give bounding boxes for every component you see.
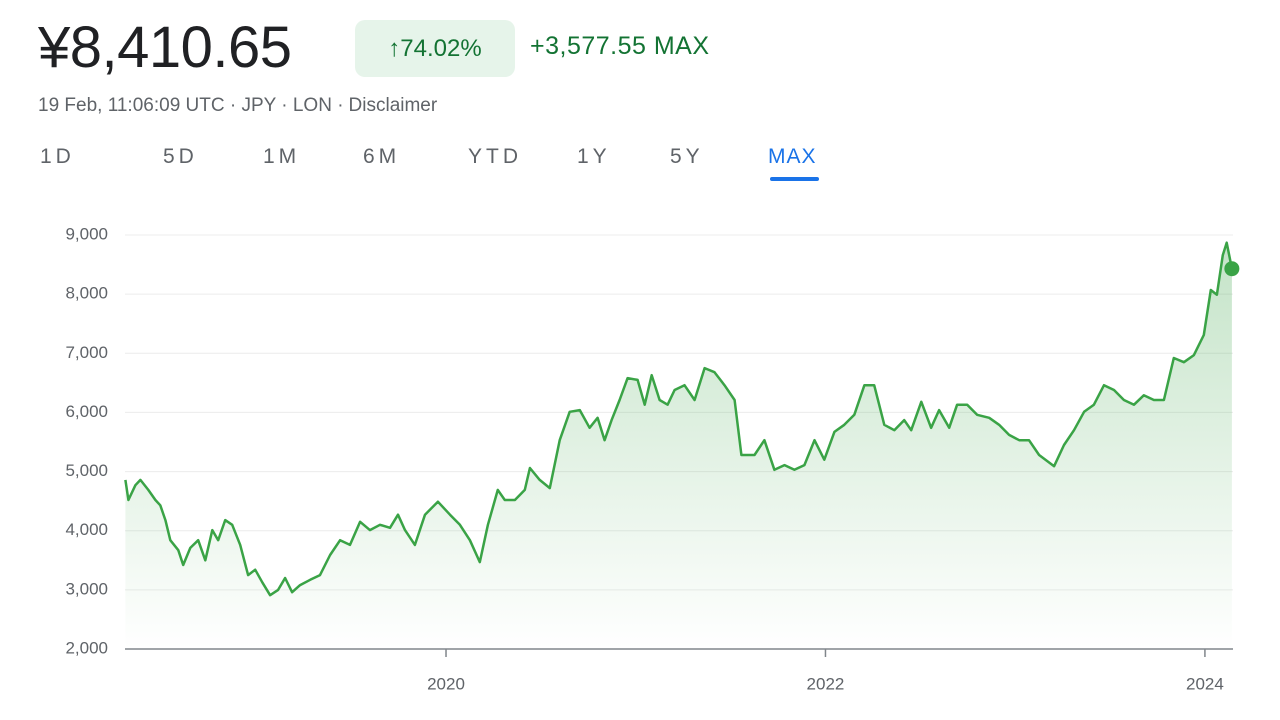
- price: ¥8,410.65: [38, 15, 292, 80]
- range-tab[interactable]: 5D: [163, 145, 198, 168]
- range-tab[interactable]: 6M: [363, 145, 401, 168]
- range-tab[interactable]: 1D: [40, 145, 75, 168]
- area: [125, 242, 1232, 649]
- disclaimer-link[interactable]: Disclaimer: [348, 95, 438, 116]
- y-tick-label: 5,000: [65, 461, 108, 480]
- change-absolute: +3,577.55 MAX: [530, 32, 710, 60]
- last-point: [1224, 261, 1240, 277]
- line: [124, 241, 1234, 597]
- x-tick-label: 2024: [1186, 674, 1224, 693]
- y-tick-label: 3,000: [65, 579, 108, 598]
- range-tab[interactable]: YTD: [468, 145, 522, 168]
- range-tab[interactable]: 5Y: [670, 145, 704, 168]
- range-tab[interactable]: 1Y: [577, 145, 611, 168]
- range-tab[interactable]: 1M: [263, 145, 301, 168]
- meta-line: 19 Feb, 11:06:09 UTC · JPY · LON · Discla…: [38, 95, 442, 117]
- y-tick-label: 7,000: [65, 343, 108, 362]
- x-tick-label: 2020: [427, 674, 465, 693]
- meta: 19 Feb, 11:06:09 UTC · JPY · LON ·: [38, 95, 344, 116]
- y-tick-label: 4,000: [65, 520, 108, 539]
- y-tick-label: 6,000: [65, 402, 108, 421]
- x-tick-label: 2022: [807, 674, 845, 693]
- y-tick-label: 9,000: [65, 224, 108, 243]
- y-tick-label: 8,000: [65, 284, 108, 303]
- y-tick-label: 2,000: [65, 638, 108, 657]
- change-percent: ↑74.02%: [355, 20, 515, 77]
- range-tab[interactable]: MAX: [768, 145, 819, 181]
